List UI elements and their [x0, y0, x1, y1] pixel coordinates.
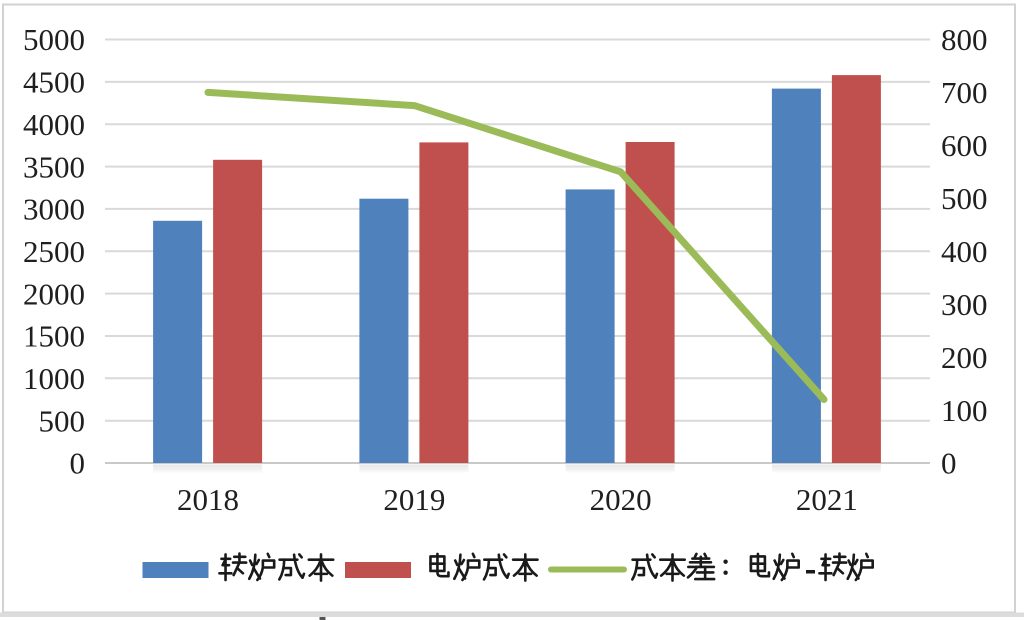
svg-text:4500: 4500 — [23, 65, 85, 100]
svg-text:2019: 2019 — [383, 482, 445, 517]
svg-text:1000: 1000 — [23, 361, 85, 396]
svg-text:2018: 2018 — [177, 482, 239, 517]
svg-text:400: 400 — [941, 234, 988, 269]
svg-text:0: 0 — [941, 446, 957, 481]
svg-text:300: 300 — [941, 287, 988, 322]
svg-text:3000: 3000 — [23, 192, 85, 227]
svg-text:200: 200 — [941, 340, 988, 375]
svg-text:4000: 4000 — [23, 107, 85, 142]
svg-text:2020: 2020 — [590, 482, 652, 517]
svg-text:100: 100 — [941, 393, 988, 428]
svg-text:700: 700 — [941, 75, 988, 110]
svg-text:3500: 3500 — [23, 149, 85, 184]
svg-text:0: 0 — [70, 446, 86, 481]
svg-text:500: 500 — [39, 403, 86, 438]
svg-text:5000: 5000 — [23, 22, 85, 57]
svg-text:2500: 2500 — [23, 234, 85, 269]
svg-text:1500: 1500 — [23, 319, 85, 354]
svg-text:2021: 2021 — [796, 482, 858, 517]
svg-text:2000: 2000 — [23, 276, 85, 311]
svg-text:600: 600 — [941, 128, 988, 163]
svg-text:800: 800 — [941, 22, 988, 57]
svg-text:500: 500 — [941, 181, 988, 216]
